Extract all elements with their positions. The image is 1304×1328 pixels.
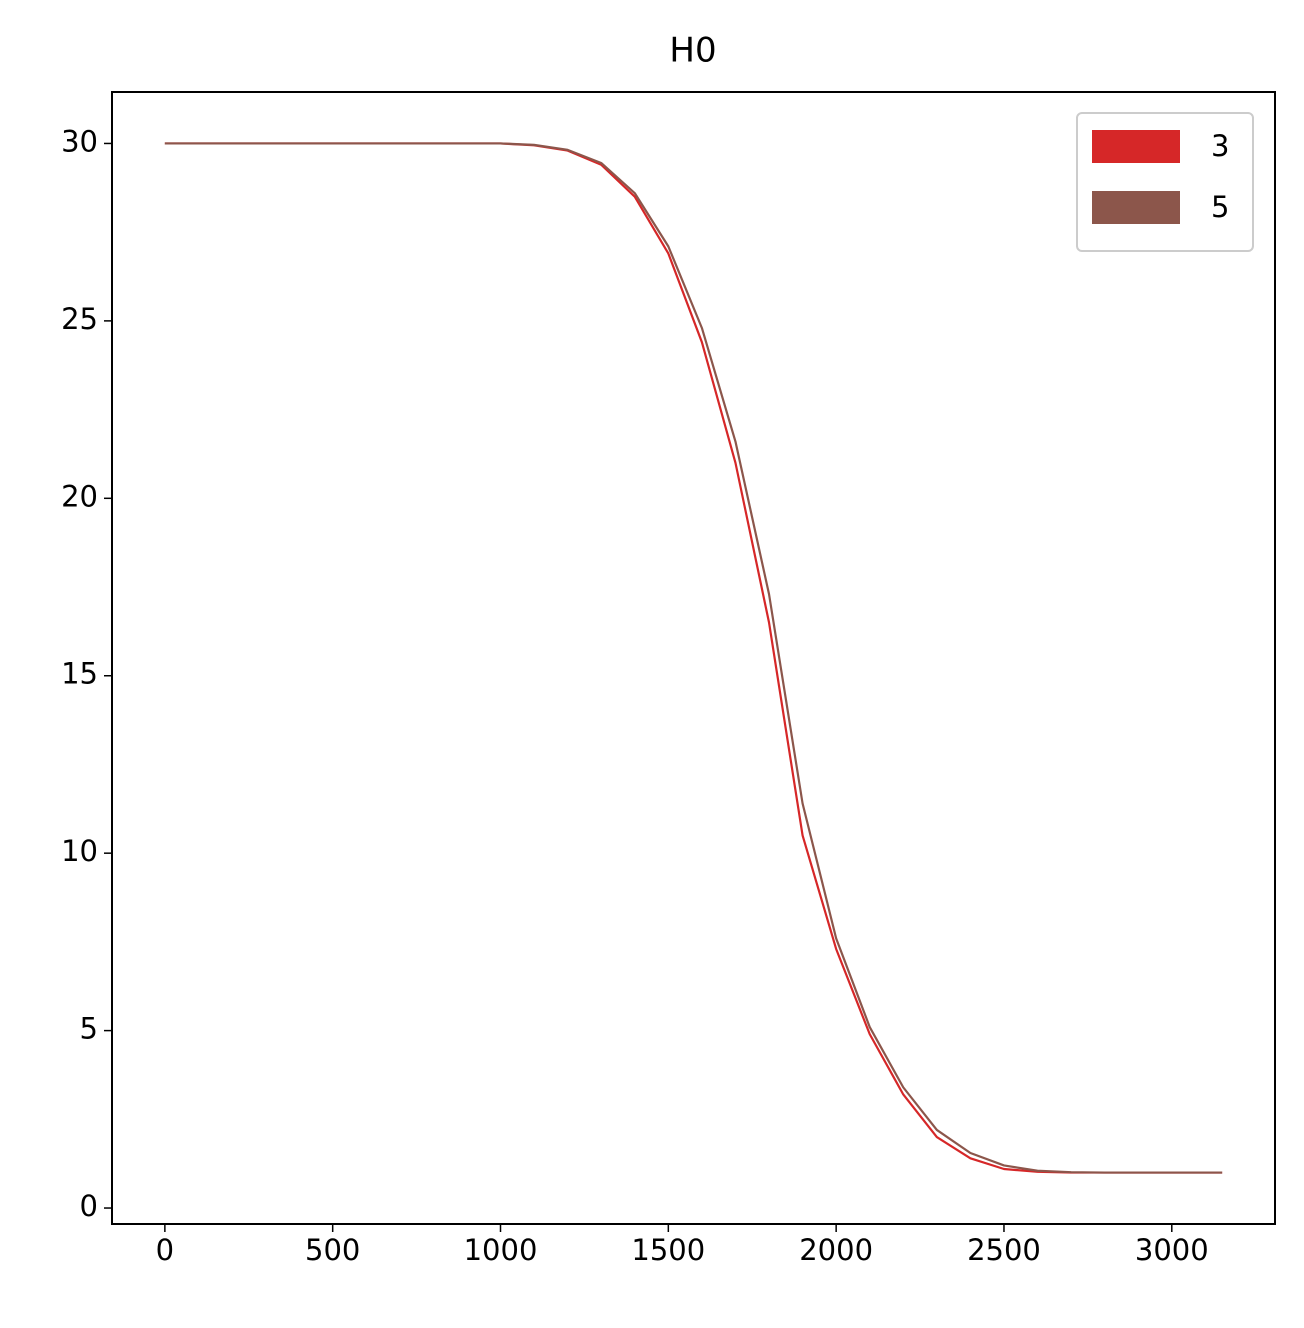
y-tick-label: 25 [61, 302, 98, 336]
legend-label: 3 [1211, 129, 1229, 163]
y-tick-label: 15 [61, 657, 98, 691]
x-tick-label: 500 [305, 1233, 360, 1267]
series-line [164, 142, 1223, 1174]
y-tick-label: 5 [80, 1012, 98, 1046]
y-tick-label: 20 [61, 479, 98, 513]
legend-swatch [1092, 191, 1180, 224]
plot-frame [111, 91, 1276, 1225]
x-tick-label: 1000 [464, 1233, 538, 1267]
x-tick-label: 1500 [631, 1233, 705, 1267]
x-tick-label: 2000 [799, 1233, 873, 1267]
legend-swatch [1092, 130, 1180, 163]
y-tick-label: 30 [61, 124, 98, 158]
x-tick-label: 2500 [967, 1233, 1041, 1267]
legend-label: 5 [1211, 190, 1229, 224]
y-tick-label: 0 [80, 1189, 98, 1223]
chart-title: H0 [669, 31, 716, 71]
x-tick-label: 3000 [1135, 1233, 1209, 1267]
series-line [164, 142, 1223, 1174]
y-tick-label: 10 [61, 834, 98, 868]
x-tick-label: 0 [156, 1233, 174, 1267]
